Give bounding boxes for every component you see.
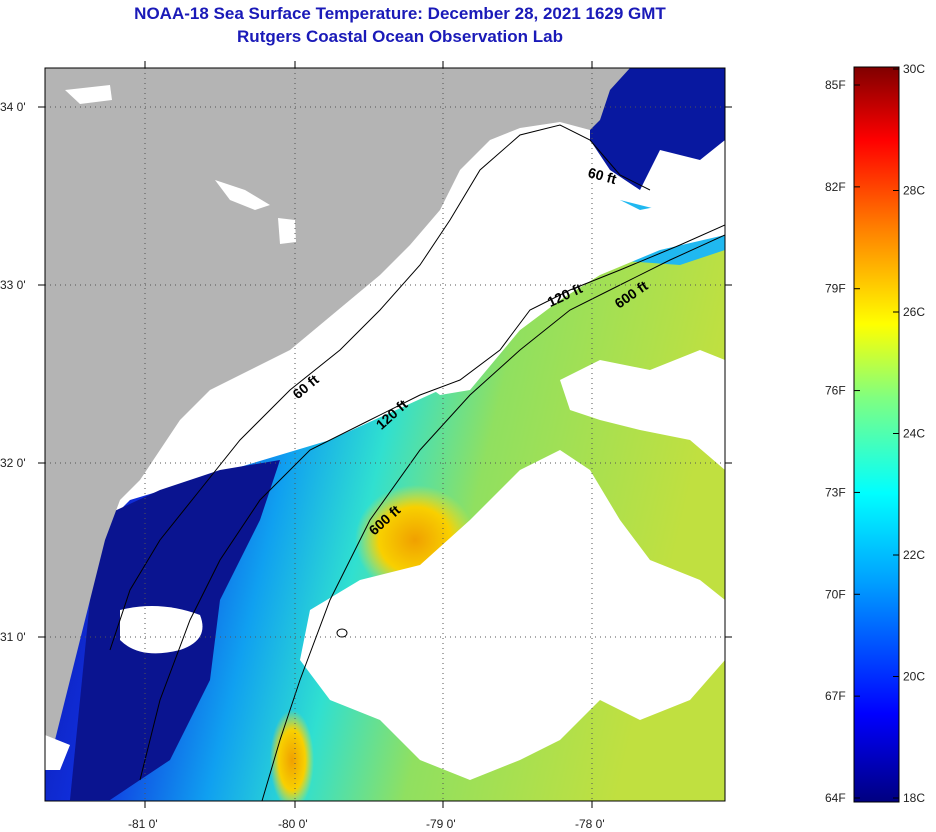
title-line-1: NOAA-18 Sea Surface Temperature: Decembe…: [134, 4, 666, 23]
colorbar-label-c: 18C: [903, 791, 925, 805]
colorbar-label-f: 82F: [825, 180, 846, 194]
colorbar-label-f: 73F: [825, 485, 846, 499]
map-frame: [44, 67, 726, 802]
colorbar-label-c: 24C: [903, 427, 925, 441]
title-line-2: Rutgers Coastal Ocean Observation Lab: [237, 27, 563, 46]
inland-water-2: [215, 180, 270, 210]
depth-contour-120ft: [139, 224, 725, 781]
inland-water-1: [65, 85, 112, 104]
cloud-mask-south: [300, 450, 725, 780]
colorbar-label-c: 28C: [903, 184, 925, 198]
colorbar-label-f: 76F: [825, 384, 846, 398]
colorbar-label-c: 30C: [903, 62, 925, 76]
colorbar-label-c: 26C: [903, 305, 925, 319]
lon-label-81: -81 0': [128, 817, 158, 831]
lat-label-31: 31 0': [0, 630, 26, 644]
depth-contour-600ft: [261, 234, 725, 801]
map-panel: [45, 68, 725, 801]
sst-north-cold-patch: [590, 68, 725, 190]
lon-label-79: -79 0': [426, 817, 456, 831]
inland-water-3: [278, 218, 296, 244]
lat-label-32: 32 0': [0, 456, 26, 470]
colorbar-label-f: 70F: [825, 587, 846, 601]
graticule: [45, 68, 725, 801]
lon-label-80: -80 0': [278, 817, 308, 831]
lat-label-34: 34 0': [0, 100, 26, 114]
lon-label-78: -78 0': [575, 817, 605, 831]
depth-label-60ft-north: 60 ft: [586, 164, 618, 187]
colorbar-label-f: 85F: [825, 78, 846, 92]
cloud-mask-east: [560, 350, 725, 470]
colorbar: 85F 82F 79F 76F 73F 70F 67F 64F 30C 28C 26C 24C 22C…: [825, 62, 925, 805]
colorbar-label-c: 20C: [903, 670, 925, 684]
colorbar-label-f: 79F: [825, 282, 846, 296]
depth-contour-60ft: [109, 124, 651, 651]
sst-warm-south: [270, 710, 314, 801]
colorbar-label-f: 64F: [825, 791, 846, 805]
land-mass: [45, 68, 630, 760]
colorbar-label-f: 67F: [825, 689, 846, 703]
small-seamount-contour: [336, 628, 348, 638]
axis-ticks: [38, 61, 732, 808]
cloud-mask-shelf: [130, 120, 725, 490]
colorbar-label-c: 22C: [903, 548, 925, 562]
colorbar-gradient: [853, 66, 900, 803]
inland-water-4: [45, 735, 70, 770]
lat-label-33: 33 0': [0, 278, 26, 292]
